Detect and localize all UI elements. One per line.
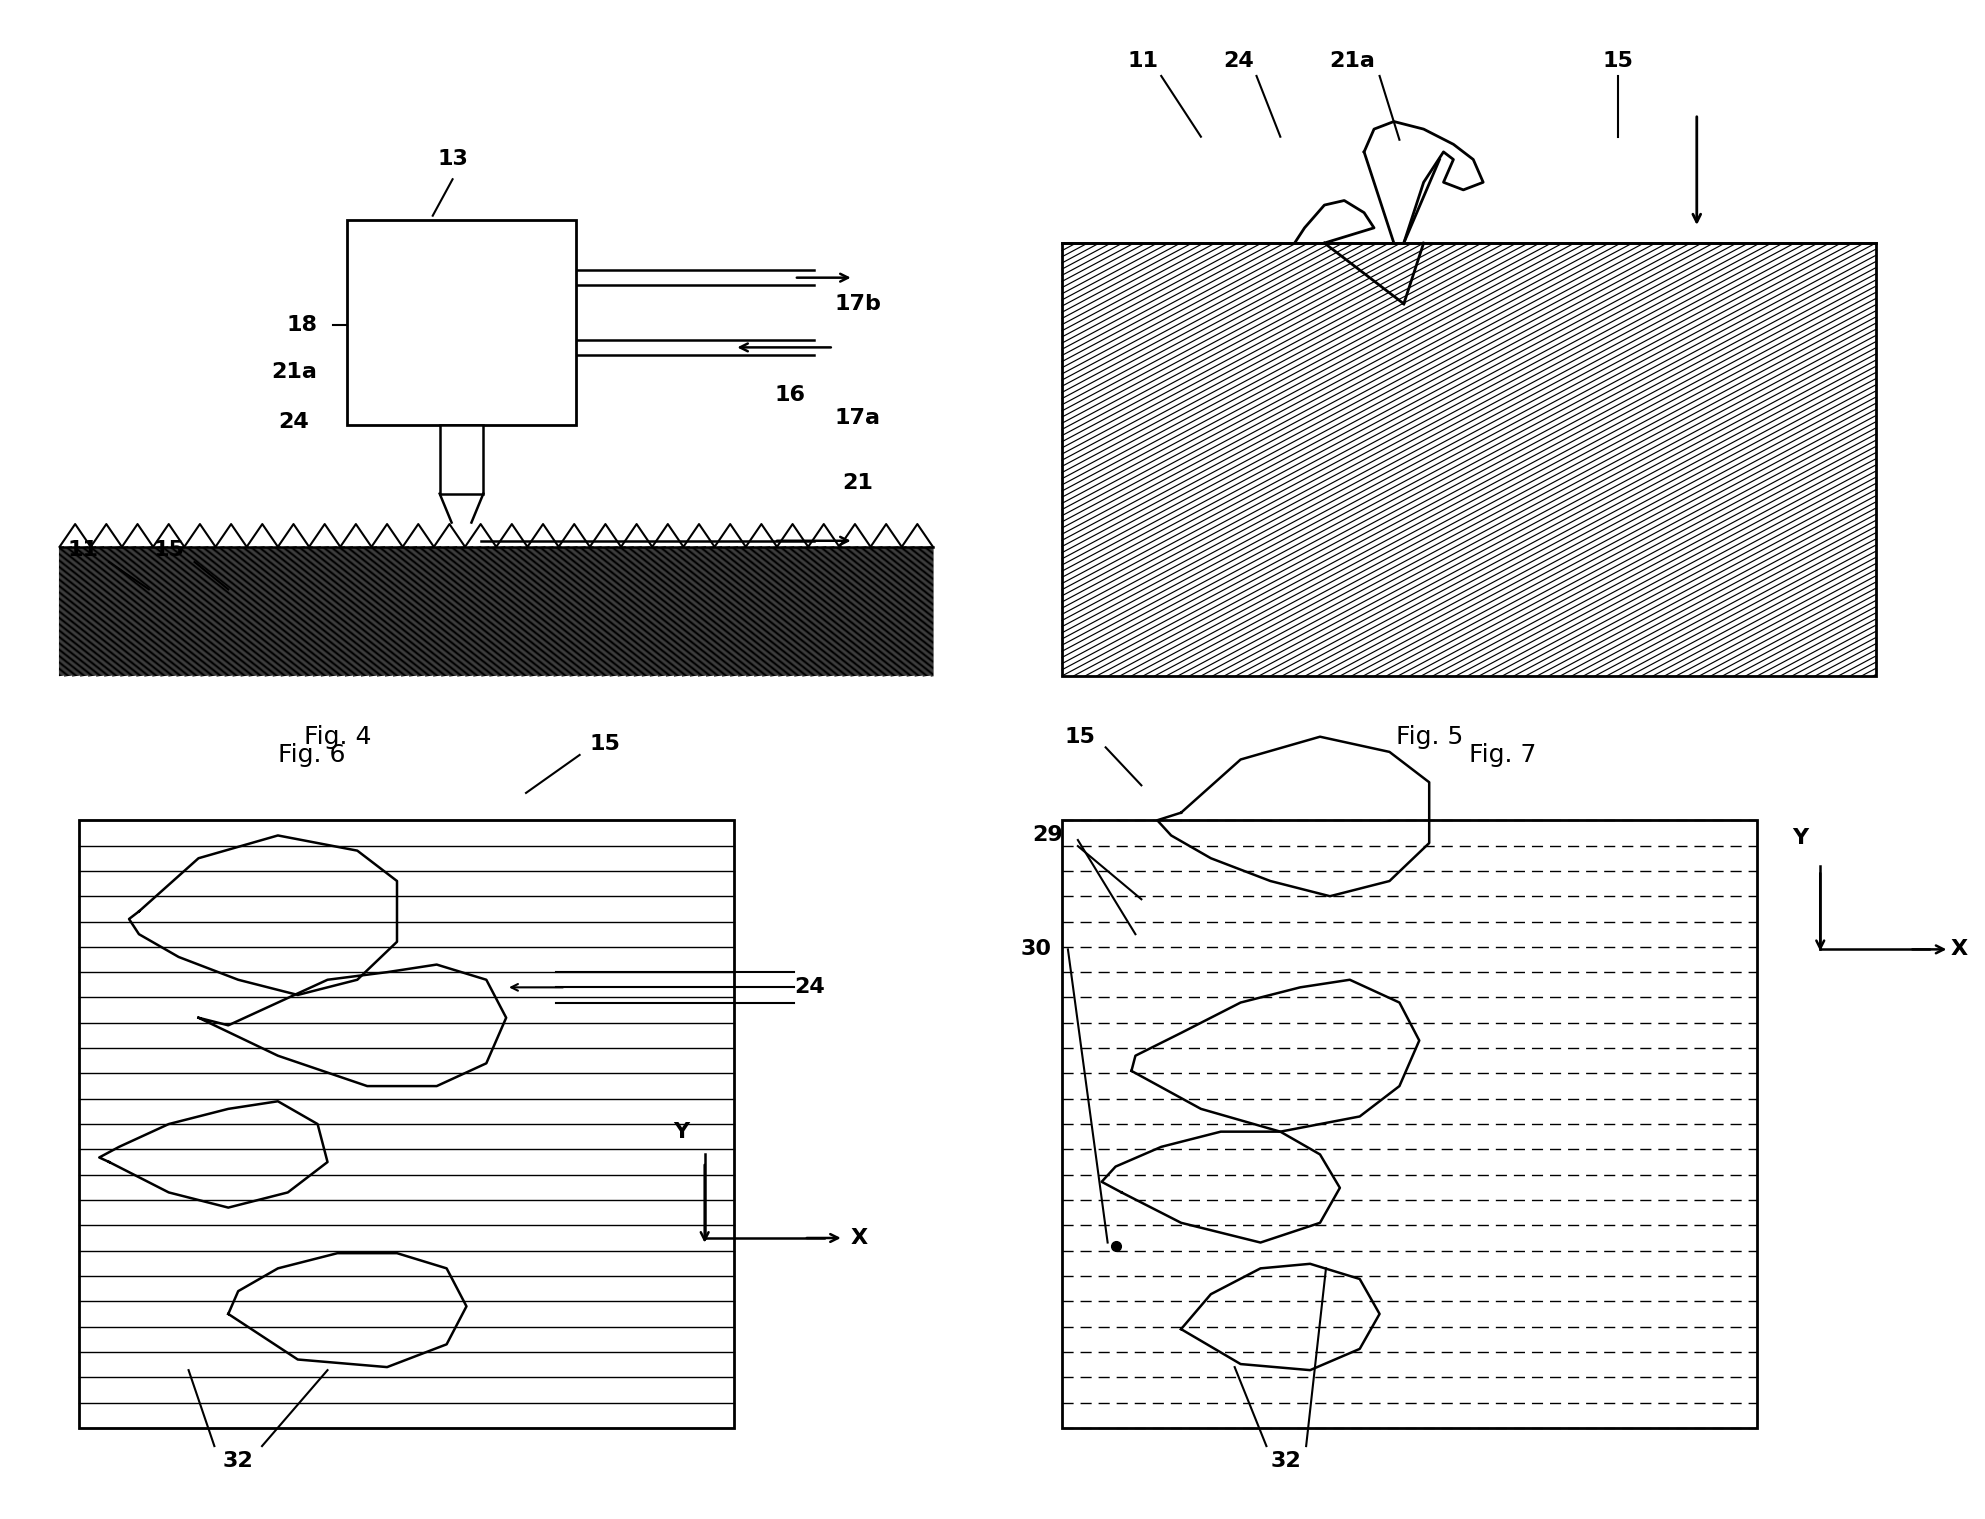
Text: 30: 30 (1020, 939, 1052, 960)
Text: 32: 32 (1270, 1451, 1302, 1472)
Text: X: X (852, 1227, 867, 1249)
Bar (1062, 820, 1757, 1428)
Text: 15: 15 (153, 539, 185, 561)
Bar (79, 820, 734, 1428)
Text: 18: 18 (286, 314, 318, 336)
Text: Fig. 7: Fig. 7 (1469, 743, 1536, 767)
Text: Fig. 6: Fig. 6 (278, 743, 345, 767)
Text: 16: 16 (774, 384, 806, 406)
Text: Fig. 5: Fig. 5 (1395, 725, 1463, 749)
Text: 15: 15 (1602, 50, 1634, 71)
Text: 13: 13 (437, 149, 468, 170)
Text: 17a: 17a (834, 407, 881, 428)
Text: 24: 24 (794, 977, 826, 998)
Bar (347, 220, 576, 425)
Text: 24: 24 (278, 412, 310, 433)
Text: Y: Y (673, 1121, 689, 1142)
Text: 24: 24 (1223, 50, 1255, 71)
Text: 21a: 21a (1328, 50, 1376, 71)
Text: 11: 11 (67, 539, 99, 561)
Bar (1062, 243, 1876, 676)
Text: 29: 29 (1032, 825, 1064, 846)
Text: 15: 15 (1064, 726, 1096, 747)
Text: 15: 15 (590, 734, 621, 755)
Text: 21a: 21a (270, 362, 318, 383)
Text: Fig. 4: Fig. 4 (304, 725, 371, 749)
Text: Y: Y (1792, 828, 1808, 849)
Text: 21: 21 (842, 472, 873, 494)
Text: 11: 11 (1127, 50, 1159, 71)
Bar (441, 425, 482, 494)
Text: 32: 32 (222, 1451, 254, 1472)
Text: X: X (1951, 939, 1967, 960)
Text: 17b: 17b (834, 293, 881, 314)
